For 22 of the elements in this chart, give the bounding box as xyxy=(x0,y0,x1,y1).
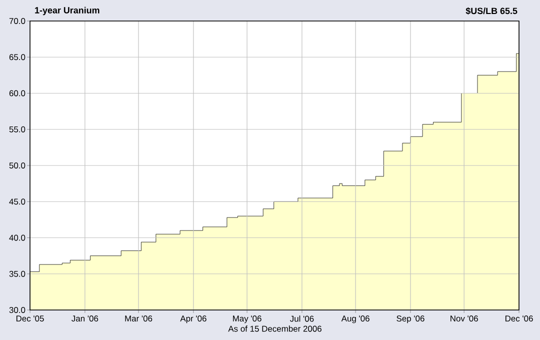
y-tick-label: 65.0 xyxy=(9,54,26,60)
x-tick-label: Nov '06 xyxy=(450,316,478,322)
chart-subtitle: $US/LB 65.5 xyxy=(466,7,518,15)
chart-title: 1-year Uranium xyxy=(35,6,100,16)
x-tick-label: Jul '06 xyxy=(290,316,314,322)
x-tick-label: Jan '06 xyxy=(72,316,98,322)
y-tick-label: 35.0 xyxy=(9,270,26,277)
y-tick-label: 40.0 xyxy=(9,234,26,241)
y-tick-label: 50.0 xyxy=(9,162,26,168)
x-tick-label: Sep '06 xyxy=(396,316,424,324)
y-tick-label: 30.0 xyxy=(9,307,26,313)
y-tick-label: 55.0 xyxy=(9,126,26,132)
x-tick-label: Apr '06 xyxy=(180,316,206,324)
x-tick-label: Dec '05 xyxy=(16,316,44,322)
y-tick-label: 60.0 xyxy=(9,90,26,96)
text: As of 15 December 2006 xyxy=(228,326,322,332)
x-tick-label: Aug '06 xyxy=(341,316,370,324)
x-tick-label: May '06 xyxy=(233,316,262,324)
x-tick-label: Mar '06 xyxy=(125,316,152,322)
y-tick-label: 45.0 xyxy=(9,198,26,205)
y-tick-label: 70.0 xyxy=(9,18,26,24)
x-tick-label: Dec '06 xyxy=(505,316,533,322)
